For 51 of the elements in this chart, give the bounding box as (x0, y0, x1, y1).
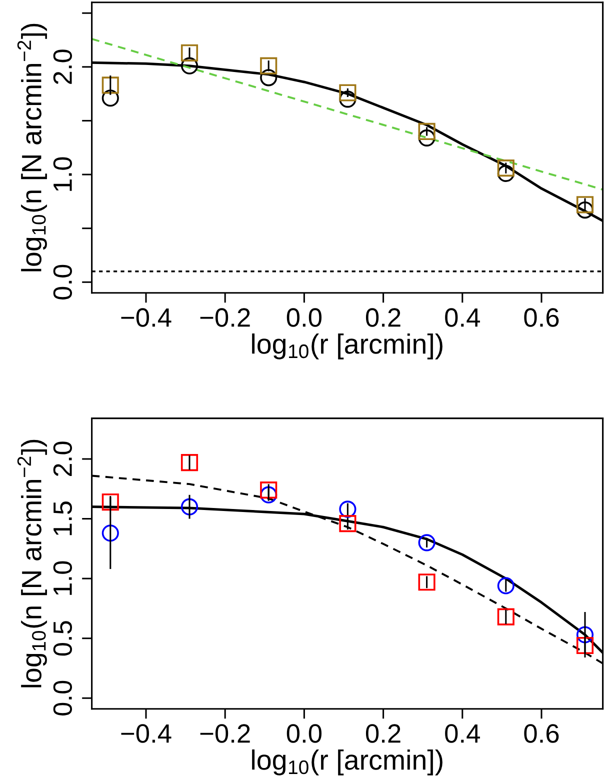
x-tick-label: 0.6 (524, 724, 559, 743)
point (260, 57, 278, 74)
y-tick-label: 2.0 (53, 442, 72, 476)
point (180, 454, 198, 472)
y-tick-label: 0.5 (53, 621, 72, 656)
point (102, 493, 119, 511)
x-tick-label: −0.4 (121, 724, 172, 743)
point (576, 626, 594, 644)
y-tick-label: 0.0 (53, 680, 72, 716)
point (102, 524, 119, 542)
x-tick-label: 0.4 (445, 724, 480, 743)
point (497, 608, 514, 626)
point (180, 44, 198, 62)
x-tick-label: −0.4 (121, 308, 172, 327)
point (180, 498, 198, 516)
point (260, 482, 278, 499)
x-tick-label: 0.4 (445, 308, 480, 327)
x-axis-title: log$_{10}$(r [arcmin]) (252, 333, 442, 360)
point (576, 636, 594, 654)
x-tick-label: 0.0 (286, 308, 322, 327)
y-tick-label: 1.0 (53, 561, 72, 595)
point (576, 196, 594, 214)
x-tick-label: 0.6 (524, 308, 559, 327)
point (497, 164, 514, 182)
point (339, 90, 356, 108)
x-axis-title: log$_{10}$(r [arcmin]) (252, 749, 442, 776)
point (260, 69, 278, 86)
x-tick-label: 0.0 (286, 724, 322, 743)
x-tick-label: 0.2 (366, 308, 400, 327)
point (102, 76, 119, 94)
point (418, 122, 436, 140)
point (339, 84, 356, 102)
point (339, 500, 356, 518)
y-axis-title: log$_{10}$(n [N arcmin$^{−2}$]) (17, 440, 47, 688)
point (180, 57, 198, 74)
y-tick-label: 1.0 (53, 157, 72, 191)
y-tick-label: 1.5 (54, 502, 72, 536)
y-tick-label: 2.0 (53, 50, 72, 84)
x-tick-label: 0.2 (366, 724, 400, 743)
x-tick-label: −0.2 (200, 308, 250, 327)
point (497, 577, 514, 594)
point (102, 90, 119, 107)
x-tick-label: −0.2 (200, 724, 250, 743)
point (418, 129, 436, 146)
point (497, 160, 514, 177)
y-tick-label: 0.0 (53, 264, 72, 300)
y-axis-title: log$_{10}$(n [N arcmin$^{−2}$]) (17, 24, 47, 272)
point (418, 574, 436, 591)
point (260, 486, 278, 504)
point (339, 515, 356, 532)
point (418, 534, 436, 552)
